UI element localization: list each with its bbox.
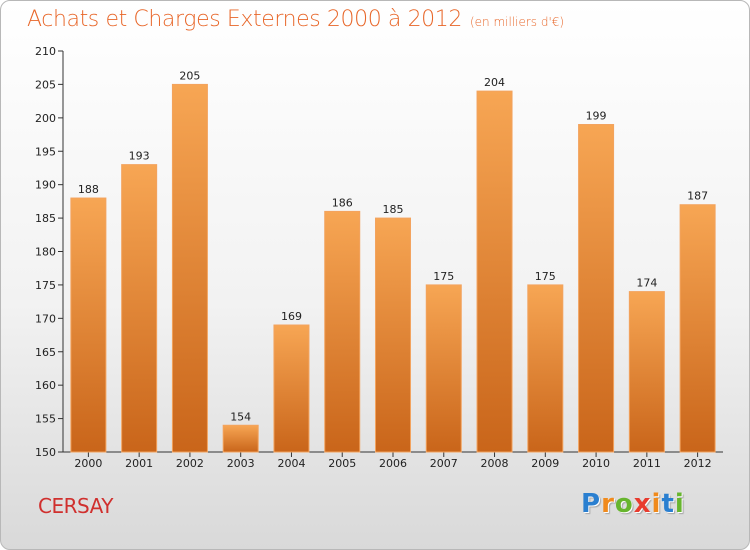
x-tick-label: 2002: [176, 457, 204, 470]
y-tick-label: 165: [35, 346, 56, 359]
chart-title-text: Achats et Charges Externes 2000 à 2012: [27, 7, 462, 32]
bar-2012: [679, 204, 716, 453]
logo-letter: o: [614, 489, 634, 519]
bar-2006: [375, 217, 411, 453]
y-tick-label: 175: [35, 279, 56, 292]
value-label: 169: [281, 310, 302, 323]
y-tick-label: 210: [35, 45, 56, 58]
bar-2009: [527, 284, 564, 453]
x-tick-label: 2011: [633, 457, 661, 470]
value-label: 199: [586, 110, 607, 123]
value-label: 175: [433, 270, 454, 283]
x-tick-label: 2004: [277, 457, 305, 470]
x-tick-label: 2001: [125, 457, 153, 470]
value-label: 185: [383, 203, 404, 216]
x-tick-label: 2003: [227, 457, 255, 470]
logo-letter: i: [651, 489, 662, 519]
bar-2005: [324, 210, 361, 453]
x-tick-label: 2012: [684, 457, 712, 470]
bar-2004: [273, 324, 310, 453]
x-tick-label: 2007: [430, 457, 458, 470]
value-label: 204: [484, 76, 505, 89]
logo-letter: r: [601, 489, 615, 519]
y-tick-label: 190: [35, 179, 56, 192]
bar-2001: [121, 164, 158, 453]
x-tick-label: 2010: [582, 457, 610, 470]
value-label: 175: [535, 270, 556, 283]
x-tick-labels: 2000 2001 2002 2003 2004 2005 2006 2007 2008 2009…: [74, 457, 711, 470]
chart-subtitle: (en milliers d'€): [469, 15, 565, 29]
y-tick-label: 200: [35, 112, 56, 125]
value-labels: 188 193 205 154 169 186 185 175 204 175 199 174 187: [78, 69, 708, 423]
commune-name: CERSAY: [38, 494, 113, 518]
value-label: 193: [129, 150, 150, 163]
logo-letter: P: [581, 489, 602, 519]
value-label: 205: [179, 69, 200, 82]
x-tick-label: 2009: [531, 457, 559, 470]
x-tick-label: 2008: [481, 457, 509, 470]
value-label: 174: [636, 277, 657, 290]
bar-2008: [476, 90, 513, 453]
y-tick-label: 160: [35, 379, 56, 392]
y-tick-labels: 150 155 160 165 170 175 180 185 190 195 200 205 210: [35, 45, 56, 459]
y-tick-label: 205: [35, 78, 56, 91]
y-tick-label: 195: [35, 145, 56, 158]
x-tick-label: 2006: [379, 457, 407, 470]
y-tick-label: 150: [35, 446, 56, 459]
proxiti-logo: Proxiti: [581, 489, 685, 519]
bar-2007: [425, 284, 462, 453]
bar-2011: [628, 291, 665, 453]
y-tick-label: 170: [35, 312, 56, 325]
value-label: 154: [230, 410, 251, 423]
y-tick-label: 180: [35, 246, 56, 259]
bar-2002: [171, 83, 208, 453]
value-label: 188: [78, 183, 99, 196]
logo-letter: t: [661, 489, 675, 519]
bar-2010: [578, 124, 615, 453]
bars: [70, 83, 716, 453]
x-tick-label: 2005: [328, 457, 356, 470]
y-tick-label: 155: [35, 413, 56, 426]
x-tick-label: 2000: [74, 457, 102, 470]
value-label: 186: [332, 196, 353, 209]
y-tick-label: 185: [35, 212, 56, 225]
logo-letter: i: [674, 489, 685, 519]
chart-title: Achats et Charges Externes 2000 à 2012 (e…: [27, 7, 564, 32]
bar-2000: [70, 197, 107, 453]
logo-letter: x: [633, 489, 652, 519]
bar-2003: [222, 424, 259, 453]
value-label: 187: [687, 190, 708, 203]
